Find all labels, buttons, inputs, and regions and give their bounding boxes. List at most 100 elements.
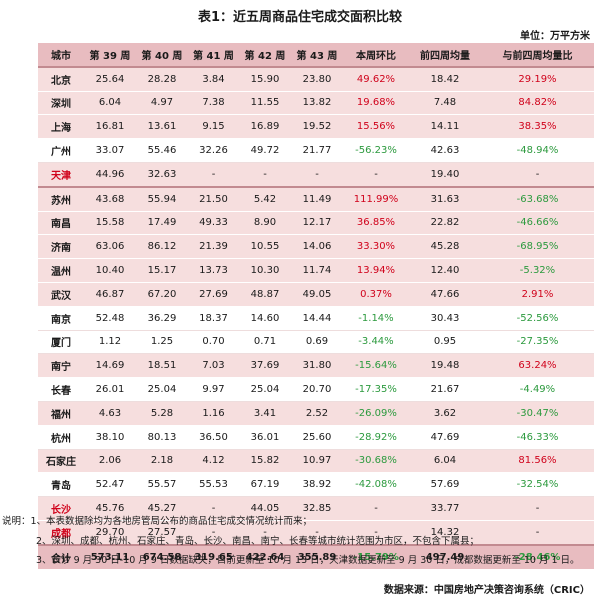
value-cell: 25.64 xyxy=(84,66,136,92)
value-cell: 17.49 xyxy=(136,211,188,236)
total-label: 合计 xyxy=(38,543,84,570)
total-cell: 497.49 xyxy=(409,543,481,570)
value-cell: 15.56% xyxy=(343,114,409,140)
value-cell: - xyxy=(188,496,239,521)
value-cell: - xyxy=(188,162,239,188)
value-cell: - xyxy=(481,162,594,188)
city-cell: 北京 xyxy=(38,66,84,92)
value-cell: 14.69 xyxy=(84,353,136,379)
table-row: 天津 44.96 32.63- - - -19.40- xyxy=(38,162,594,188)
table-row: 成都 29.70 27.57- - - -14.32- xyxy=(38,520,594,546)
value-cell: 0.37% xyxy=(343,282,409,307)
value-cell: 38.10 xyxy=(84,425,136,450)
value-cell: 29.19% xyxy=(481,66,594,92)
city-cell: 南京 xyxy=(38,306,84,331)
total-cell: -15.79% xyxy=(343,543,409,570)
value-cell: 84.82% xyxy=(481,91,594,116)
value-cell: -15.64% xyxy=(343,353,409,379)
header-week-41: 第 41 周 xyxy=(188,43,239,68)
city-cell: 温州 xyxy=(38,258,84,283)
value-cell: 0.70 xyxy=(188,330,239,355)
city-cell: 杭州 xyxy=(38,425,84,450)
value-cell: 21.50 xyxy=(188,186,239,212)
value-cell: 13.61 xyxy=(136,114,188,140)
value-cell: -1.14% xyxy=(343,306,409,331)
value-cell: 18.37 xyxy=(188,306,239,331)
value-cell: 36.29 xyxy=(136,306,188,331)
value-cell: 14.44 xyxy=(291,306,343,331)
value-cell: 55.94 xyxy=(136,186,188,212)
value-cell: 45.28 xyxy=(409,234,481,260)
value-cell: 67.20 xyxy=(136,282,188,307)
value-cell: 27.69 xyxy=(188,282,239,307)
value-cell: 4.12 xyxy=(188,449,239,474)
value-cell: 27.57 xyxy=(136,520,188,546)
table-row: 福州 4.63 5.28 1.16 3.41 2.52 -26.09% 3.62 -30.47% xyxy=(38,401,594,426)
value-cell: 0.95 xyxy=(409,330,481,355)
city-cell: 深圳 xyxy=(38,91,84,116)
value-cell: 6.04 xyxy=(409,449,481,474)
value-cell: 38.35% xyxy=(481,114,594,140)
value-cell: - xyxy=(343,162,409,188)
value-cell: 36.50 xyxy=(188,425,239,450)
total-cell: 319.65 xyxy=(188,543,239,570)
value-cell: 55.53 xyxy=(188,472,239,498)
value-cell: 49.05 xyxy=(291,282,343,307)
value-cell: 9.15 xyxy=(188,114,239,140)
value-cell: 7.48 xyxy=(409,91,481,116)
value-cell: 81.56% xyxy=(481,449,594,474)
value-cell: 45.76 xyxy=(84,496,136,521)
value-cell: 15.58 xyxy=(84,211,136,236)
note-line: 2、深圳、成都、杭州、石家庄、青岛、长沙、南昌、南宁、长春等城市统计范围为市区，… xyxy=(36,535,480,547)
value-cell: 19.40 xyxy=(409,162,481,188)
value-cell: 21.67 xyxy=(409,377,481,402)
value-cell: 55.46 xyxy=(136,138,188,163)
value-cell: -27.35% xyxy=(481,330,594,355)
city-cell: 天津 xyxy=(38,162,84,188)
value-cell: 33.30% xyxy=(343,234,409,260)
value-cell: 33.77 xyxy=(409,496,481,521)
value-cell: -32.54% xyxy=(481,472,594,498)
table-row: 苏州 43.68 55.94 21.50 5.42 11.49 111.99% 31.63 -6… xyxy=(38,186,594,212)
value-cell: 26.01 xyxy=(84,377,136,402)
value-cell: 16.89 xyxy=(239,114,291,140)
value-cell: 67.19 xyxy=(239,472,291,498)
value-cell: 46.87 xyxy=(84,282,136,307)
value-cell: -30.47% xyxy=(481,401,594,426)
value-cell: 0.69 xyxy=(291,330,343,355)
value-cell: 10.30 xyxy=(239,258,291,283)
table-row: 济南 63.06 86.12 21.39 10.55 14.06 33.30% 45.28 -6… xyxy=(38,234,594,260)
value-cell: 32.26 xyxy=(188,138,239,163)
value-cell: 49.62% xyxy=(343,66,409,92)
city-cell: 成都 xyxy=(38,520,84,546)
value-cell: -63.68% xyxy=(481,186,594,212)
value-cell: 13.73 xyxy=(188,258,239,283)
value-cell: 10.97 xyxy=(291,449,343,474)
value-cell: 0.71 xyxy=(239,330,291,355)
table-row: 上海 16.81 13.61 9.15 16.89 19.52 15.56% 14.11 38.… xyxy=(38,114,594,140)
value-cell: 25.04 xyxy=(136,377,188,402)
value-cell: 47.66 xyxy=(409,282,481,307)
value-cell: 4.63 xyxy=(84,401,136,426)
value-cell: 2.18 xyxy=(136,449,188,474)
table-title: 表1：近五周商品住宅成交面积比较 xyxy=(197,10,403,25)
value-cell: 23.80 xyxy=(291,66,343,92)
value-cell: 14.32 xyxy=(409,520,481,546)
data-source: 数据来源：中国房地产决策咨询系统（CRIC） xyxy=(383,585,590,596)
value-cell: -3.44% xyxy=(343,330,409,355)
value-cell: -30.68% xyxy=(343,449,409,474)
table-row: 青岛 52.47 55.57 55.53 67.19 38.92 -42.08% 57.69-… xyxy=(38,472,594,498)
value-cell: 1.16 xyxy=(188,401,239,426)
value-cell: -42.08% xyxy=(343,472,409,498)
total-cell: 355.89 xyxy=(291,543,343,570)
table-row: 深圳 6.04 4.97 7.38 11.55 13.82 19.68% 7.48 84.82% xyxy=(38,91,594,116)
value-cell: 7.38 xyxy=(188,91,239,116)
value-cell: -68.95% xyxy=(481,234,594,260)
value-cell: 63.24% xyxy=(481,353,594,379)
value-cell: 52.48 xyxy=(84,306,136,331)
value-cell: - xyxy=(343,520,409,546)
city-cell: 苏州 xyxy=(38,186,84,212)
value-cell: 2.52 xyxy=(291,401,343,426)
header-week-40: 第 40 周 xyxy=(136,43,188,68)
value-cell: 28.28 xyxy=(136,66,188,92)
